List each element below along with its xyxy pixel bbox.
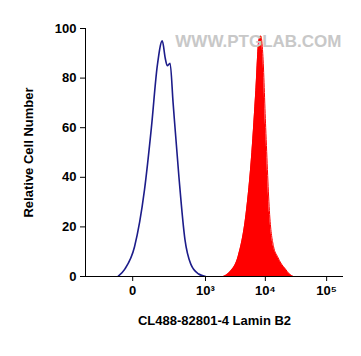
svg-text:20: 20 xyxy=(62,219,76,234)
svg-text:10⁴: 10⁴ xyxy=(255,283,276,298)
svg-text:10⁵: 10⁵ xyxy=(316,283,337,298)
svg-text:10³: 10³ xyxy=(196,283,215,298)
svg-text:Relative Cell Number: Relative Cell Number xyxy=(21,87,36,217)
svg-text:60: 60 xyxy=(62,120,76,135)
svg-text:40: 40 xyxy=(62,169,76,184)
svg-text:CL488-82801-4 Lamin B2: CL488-82801-4 Lamin B2 xyxy=(138,313,291,328)
svg-text:0: 0 xyxy=(69,269,76,284)
svg-text:80: 80 xyxy=(62,70,76,85)
svg-text:100: 100 xyxy=(55,21,77,36)
svg-text:WWW.PTGLAB.COM: WWW.PTGLAB.COM xyxy=(175,32,341,51)
svg-text:0: 0 xyxy=(129,283,136,298)
